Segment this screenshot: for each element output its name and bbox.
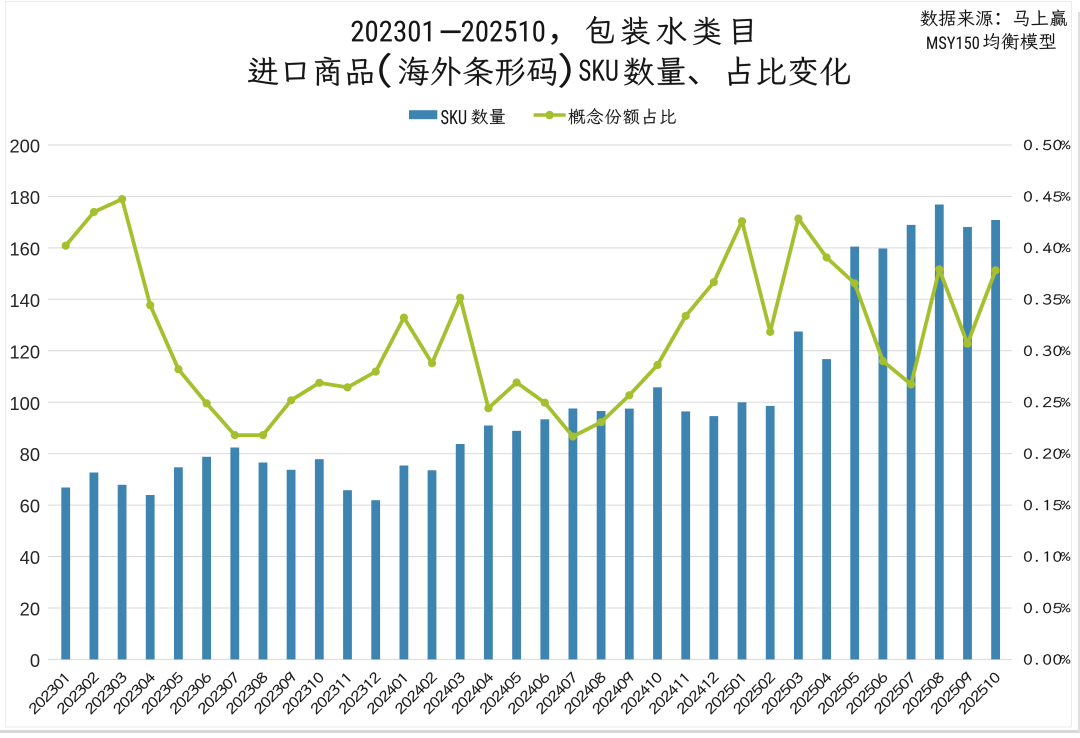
svg-text:120: 120 bbox=[9, 341, 40, 362]
svg-text:200: 200 bbox=[9, 136, 40, 157]
svg-text:0: 0 bbox=[30, 650, 40, 671]
svg-text:100: 100 bbox=[9, 393, 40, 414]
svg-text:40: 40 bbox=[20, 547, 40, 568]
svg-text:60: 60 bbox=[20, 496, 40, 517]
svg-text:140: 140 bbox=[9, 290, 40, 311]
svg-text:160: 160 bbox=[9, 239, 40, 260]
svg-text:20: 20 bbox=[20, 599, 40, 620]
svg-text:180: 180 bbox=[9, 187, 40, 208]
svg-text:80: 80 bbox=[20, 444, 40, 465]
